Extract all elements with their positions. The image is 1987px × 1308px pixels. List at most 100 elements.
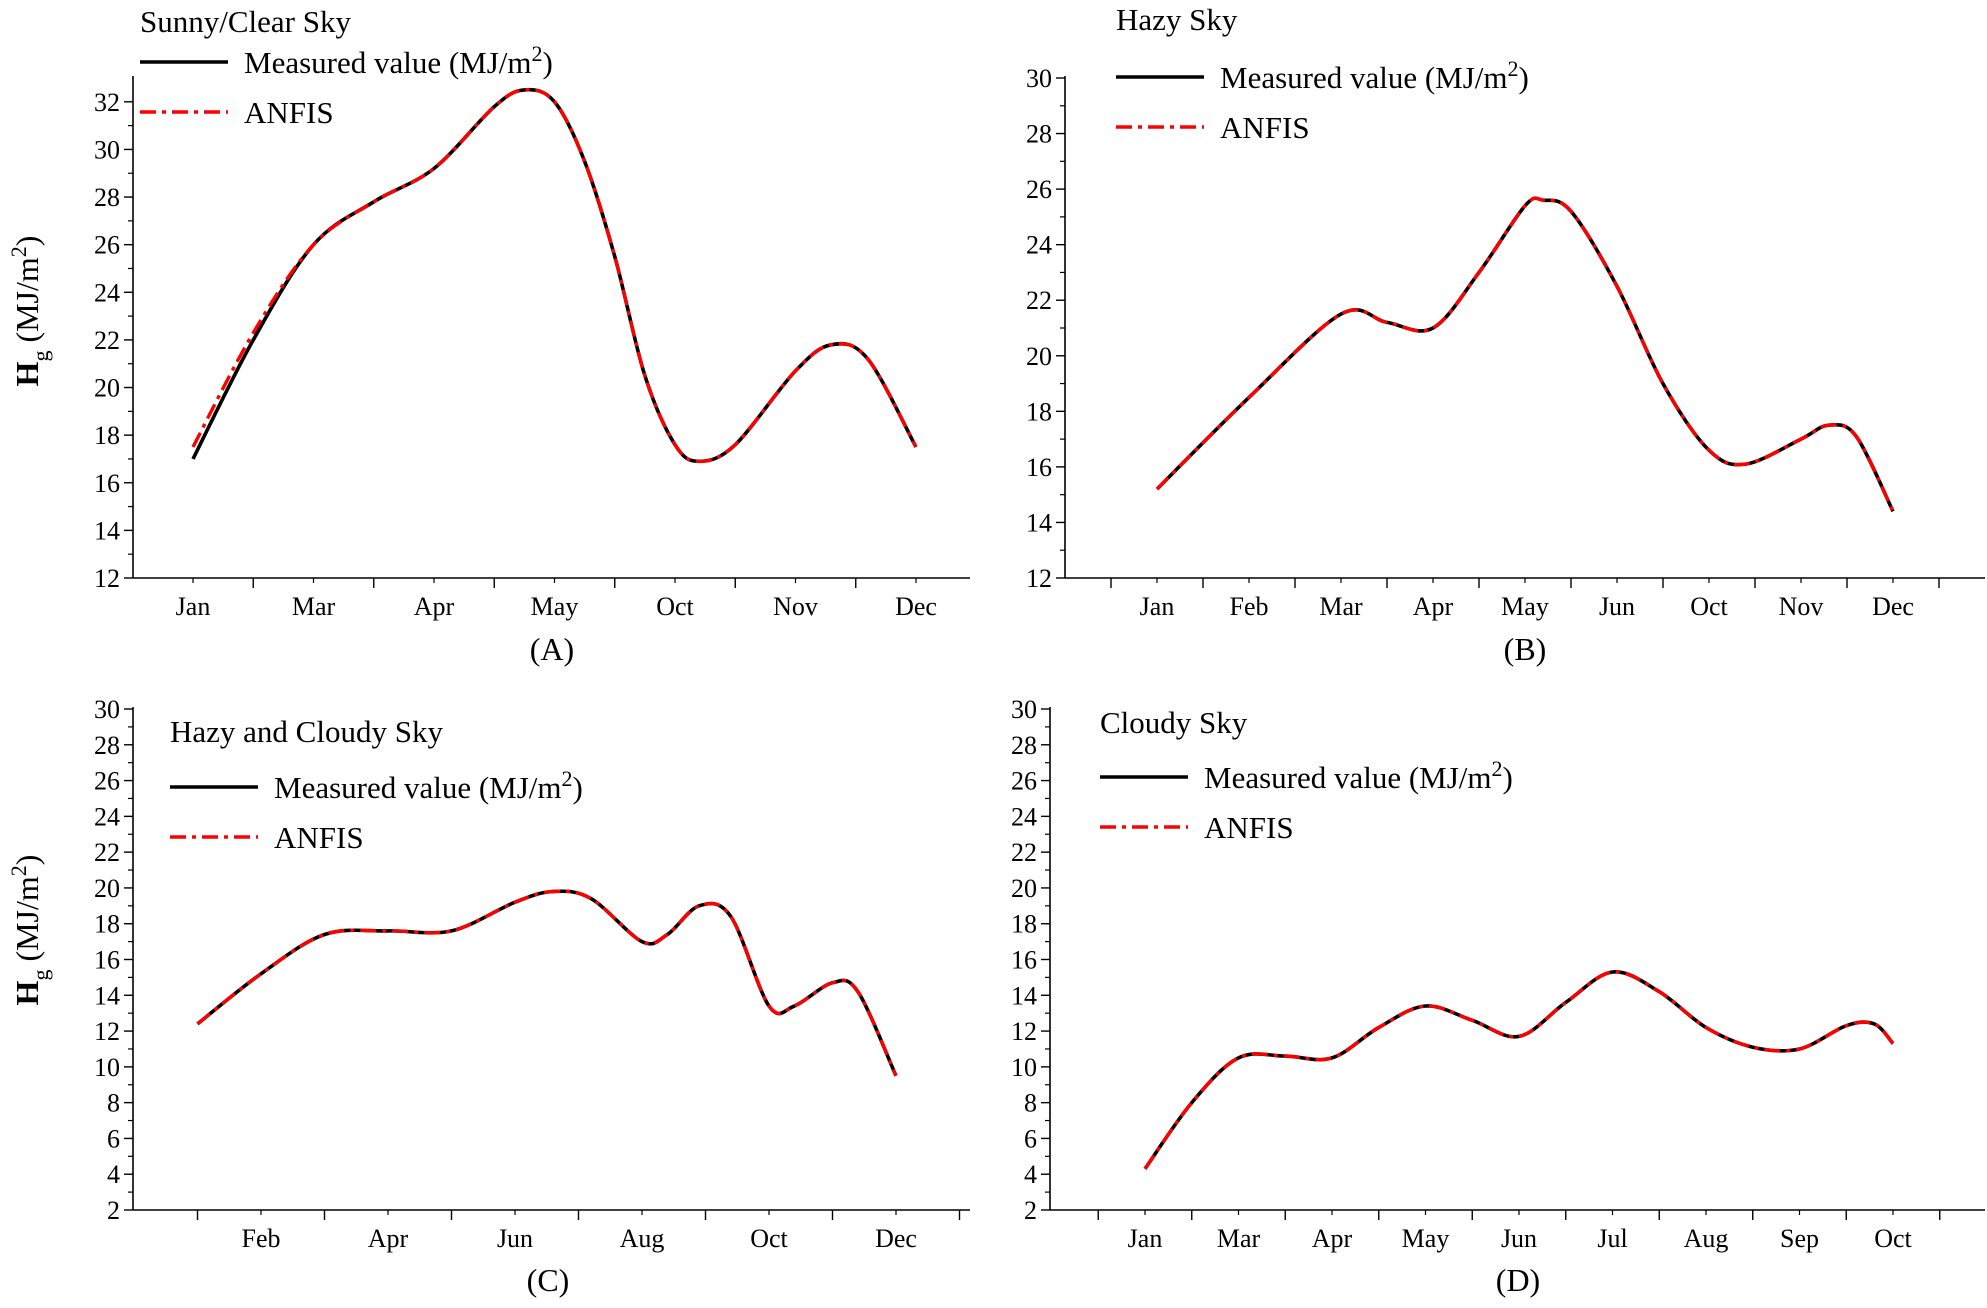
panel-a-ytick-label: 20 xyxy=(94,374,120,403)
panel-a-ytick-label: 12 xyxy=(94,564,120,593)
panel-c-ytick-label: 12 xyxy=(94,1017,120,1046)
panel-b-series-anfis-line xyxy=(1155,196,1895,513)
panel-c-ytick-label: 22 xyxy=(94,838,120,867)
panel-d-xtick-label: Jun xyxy=(1501,1224,1537,1253)
panel-c-caption: (C) xyxy=(527,1262,570,1298)
panel-a-series-measured-line xyxy=(191,87,918,464)
panel-d-ytick-label: 8 xyxy=(1024,1089,1037,1118)
panel-d-ytick-label: 2 xyxy=(1024,1196,1037,1225)
panel-d-xtick-label: Mar xyxy=(1217,1224,1261,1253)
panel-c-ytick-label: 14 xyxy=(94,981,120,1010)
panel-d-ytick-label: 4 xyxy=(1024,1160,1037,1189)
panel-a-y-axis-label: Hg (MJ/m2) xyxy=(6,236,53,387)
panel-b: 12 14 16 18 20 22 24 26 28 30 Jan Feb Mar Apr May Jun Oc… xyxy=(1026,2,1985,667)
panel-d-legend-anfis-label: ANFIS xyxy=(1204,810,1294,845)
panel-d-xtick-label: Sep xyxy=(1780,1224,1819,1253)
panel-d-xtick-label: Aug xyxy=(1684,1224,1729,1253)
panel-b-ytick-label: 30 xyxy=(1026,64,1052,93)
panel-c-xtick-label: Dec xyxy=(875,1224,917,1253)
panel-c-xtick-label: Oct xyxy=(750,1224,788,1253)
panel-b-ytick-label: 16 xyxy=(1026,453,1052,482)
panel-c-legend-measured-label: Measured value (MJ/m2) xyxy=(274,766,583,805)
panel-d-series-measured-line xyxy=(1143,970,1895,1170)
panel-a-legend-measured-label: Measured value (MJ/m2) xyxy=(244,41,553,80)
panel-a-legend-anfis-label: ANFIS xyxy=(244,95,334,130)
panel-d-ytick-label: 26 xyxy=(1011,767,1037,796)
panel-a-xtick-label: Oct xyxy=(656,592,694,621)
panel-b-legend-measured-label: Measured value (MJ/m2) xyxy=(1220,56,1529,95)
panel-d-ytick-label: 16 xyxy=(1011,946,1037,975)
panel-c-legend-anfis-label: ANFIS xyxy=(274,820,364,855)
panel-c-ytick-label: 20 xyxy=(94,874,120,903)
panel-b-xtick-label: May xyxy=(1501,592,1549,621)
panel-d-ytick-label: 30 xyxy=(1011,695,1037,724)
panel-d-caption: (D) xyxy=(1496,1262,1540,1298)
panel-a-xtick-label: May xyxy=(531,592,579,621)
panel-c-ytick-label: 16 xyxy=(94,946,120,975)
panel-a-caption: (A) xyxy=(530,631,574,667)
panel-b-ytick-label: 14 xyxy=(1026,508,1052,537)
panel-b-ytick-label: 18 xyxy=(1026,397,1052,426)
panel-d-xtick-label: Apr xyxy=(1312,1224,1353,1253)
panel-a-ytick-label: 32 xyxy=(94,88,120,117)
panel-a-ytick-label: 22 xyxy=(94,326,120,355)
panel-d-ytick-label: 6 xyxy=(1024,1124,1037,1153)
panel-b-ytick-label: 20 xyxy=(1026,342,1052,371)
panel-d-ytick-label: 14 xyxy=(1011,981,1037,1010)
panel-a-ytick-label: 18 xyxy=(94,421,120,450)
panel-d-ytick-label: 18 xyxy=(1011,910,1037,939)
panel-d-xtick-label: May xyxy=(1402,1224,1450,1253)
panel-c-ytick-label: 24 xyxy=(94,802,120,831)
panel-b-ytick-label: 22 xyxy=(1026,286,1052,315)
panel-a-series-anfis-line xyxy=(191,87,918,463)
panel-d-ytick-label: 20 xyxy=(1011,874,1037,903)
panel-b-ytick-label: 24 xyxy=(1026,231,1052,260)
panel-c-ytick-label: 2 xyxy=(107,1196,120,1225)
panel-d-xtick-label: Jan xyxy=(1128,1224,1163,1253)
panel-b-xtick-label: Mar xyxy=(1319,592,1363,621)
panel-b-xtick-label: Jun xyxy=(1599,592,1635,621)
panel-a-xtick-label: Nov xyxy=(773,592,818,621)
panel-b-ytick-label: 28 xyxy=(1026,120,1052,149)
panel-b-caption: (B) xyxy=(1504,631,1547,667)
panel-d-ytick-label: 12 xyxy=(1011,1017,1037,1046)
panel-b-legend-anfis-label: ANFIS xyxy=(1220,110,1310,145)
panel-d-ytick-label: 10 xyxy=(1011,1053,1037,1082)
panel-c-ytick-label: 8 xyxy=(107,1089,120,1118)
panel-d-ytick-label: 28 xyxy=(1011,731,1037,760)
panel-a-xtick-label: Mar xyxy=(292,592,336,621)
panel-a-ytick-label: 28 xyxy=(94,183,120,212)
panel-a-title: Sunny/Clear Sky xyxy=(140,4,351,39)
panel-c-series-measured-line xyxy=(196,889,898,1077)
panel-c-ytick-label: 6 xyxy=(107,1124,120,1153)
panel-d-ytick-label: 24 xyxy=(1011,802,1037,831)
panel-b-xtick-label: Oct xyxy=(1690,592,1728,621)
panel-a: 12 14 16 18 20 22 24 26 28 30 32 Jan Mar Apr May Oct Nov… xyxy=(6,4,970,667)
panel-b-xtick-label: Nov xyxy=(1779,592,1824,621)
panel-c-y-axis-label: Hg (MJ/m2) xyxy=(6,855,53,1006)
panel-b-title: Hazy Sky xyxy=(1116,2,1238,37)
panel-c-ytick-label: 18 xyxy=(94,910,120,939)
panel-d-title: Cloudy Sky xyxy=(1100,705,1248,740)
panel-b-xtick-label: Feb xyxy=(1230,592,1269,621)
panel-c-xtick-label: Jun xyxy=(497,1224,533,1253)
panel-c-xtick-label: Apr xyxy=(368,1224,409,1253)
panel-a-xtick-label: Jan xyxy=(176,592,211,621)
panel-c-ytick-label: 28 xyxy=(94,731,120,760)
panel-a-ytick-label: 16 xyxy=(94,469,120,498)
panel-b-xtick-label: Jan xyxy=(1140,592,1175,621)
panel-d-series-anfis-line xyxy=(1143,970,1895,1170)
panel-b-ytick-label: 12 xyxy=(1026,564,1052,593)
panel-a-ytick-label: 26 xyxy=(94,231,120,260)
panel-c-ytick-label: 4 xyxy=(107,1160,120,1189)
panel-d-xtick-label: Jul xyxy=(1597,1224,1627,1253)
panel-c-xtick-label: Aug xyxy=(620,1224,665,1253)
panel-b-ytick-label: 26 xyxy=(1026,175,1052,204)
panel-a-ytick-label: 24 xyxy=(94,278,120,307)
panel-c-ytick-label: 30 xyxy=(94,695,120,724)
panel-b-series-measured-line xyxy=(1155,196,1895,513)
panel-b-xtick-label: Dec xyxy=(1872,592,1914,621)
panel-b-xtick-label: Apr xyxy=(1413,592,1454,621)
